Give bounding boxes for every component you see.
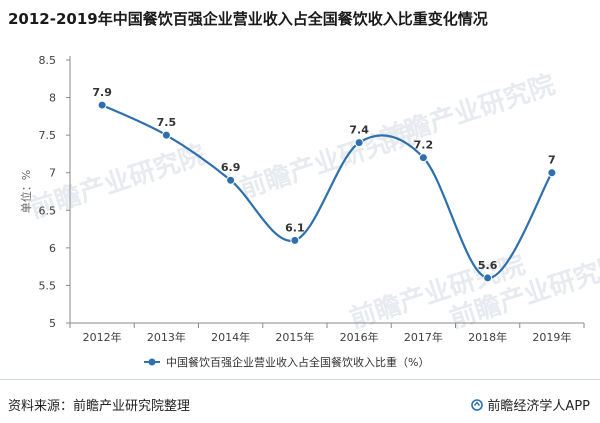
data-label: 6.9 xyxy=(221,161,241,174)
x-tick-label: 2015年 xyxy=(275,330,314,344)
y-tick-label: 5.5 xyxy=(39,279,57,292)
legend-marker xyxy=(148,358,156,366)
source-note: 资料来源：前瞻产业研究院整理 xyxy=(8,399,191,414)
y-tick-label: 6.5 xyxy=(39,204,57,217)
data-label: 6.1 xyxy=(285,221,305,234)
x-tick-label: 2017年 xyxy=(404,330,443,344)
chart-title: 2012-2019年中国餐饮百强企业营业收入占全国餐饮收入比重变化情况 xyxy=(8,10,488,28)
data-point xyxy=(354,138,364,148)
y-tick-label: 7 xyxy=(49,167,56,180)
data-label: 7.4 xyxy=(349,124,369,137)
y-tick-label: 5 xyxy=(49,317,56,330)
data-point xyxy=(97,100,107,110)
x-tick-label: 2018年 xyxy=(468,330,507,344)
legend-label: 中国餐饮百强企业营业收入占全国餐饮收入比重（%） xyxy=(166,355,429,369)
series-line xyxy=(101,104,553,280)
y-tick-label: 6 xyxy=(49,242,56,255)
y-tick-label: 7.5 xyxy=(39,129,57,142)
footer-divider xyxy=(0,379,600,380)
x-tick-label: 2014年 xyxy=(211,330,250,344)
data-label: 7.9 xyxy=(92,86,112,99)
x-tick-label: 2019年 xyxy=(532,330,571,344)
data-label: 7.5 xyxy=(157,116,177,129)
data-label: 7.2 xyxy=(414,139,434,152)
data-point xyxy=(418,153,428,163)
brand-credit: 前瞻经济学人APP xyxy=(471,395,590,414)
data-label: 7 xyxy=(548,154,556,167)
data-point xyxy=(483,273,493,283)
y-tick-label: 8.5 xyxy=(39,54,57,67)
x-tick-label: 2012年 xyxy=(83,330,122,344)
x-tick-label: 2013年 xyxy=(147,330,186,344)
data-point xyxy=(161,130,171,140)
data-point xyxy=(226,175,236,185)
y-tick-label: 8 xyxy=(49,92,56,105)
brand-name: 前瞻经济学人APP xyxy=(487,399,590,414)
data-point xyxy=(547,168,557,178)
x-tick-label: 2016年 xyxy=(340,330,379,344)
data-point xyxy=(290,235,300,245)
brand-logo-icon xyxy=(471,398,484,411)
y-axis-label: 单位：% xyxy=(19,170,33,213)
data-label: 5.6 xyxy=(478,259,498,272)
